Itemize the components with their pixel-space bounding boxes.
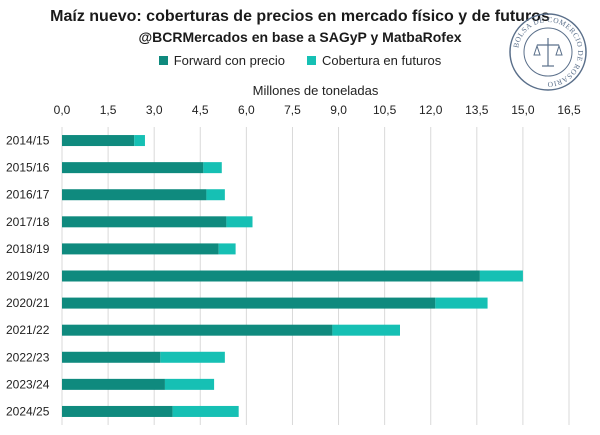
x-tick-label: 0,0 bbox=[54, 103, 71, 117]
bar-futuros bbox=[134, 135, 145, 147]
x-tick-label: 1,5 bbox=[100, 103, 117, 117]
bar-futuros bbox=[226, 216, 253, 228]
x-tick-label: 13,5 bbox=[465, 103, 489, 117]
bar-forward bbox=[62, 216, 227, 228]
bar-forward bbox=[62, 324, 333, 336]
bar-futuros bbox=[218, 243, 236, 255]
category-label: 2016/17 bbox=[6, 188, 50, 202]
chart-subtitle: @BCRMercados en base a SAGyP y MatbaRofe… bbox=[138, 29, 462, 45]
x-tick-label: 12,0 bbox=[419, 103, 443, 117]
legend-swatch-forward bbox=[158, 56, 168, 65]
category-label: 2024/25 bbox=[6, 404, 50, 418]
bar-forward bbox=[62, 351, 161, 363]
x-tick-label: 9,0 bbox=[330, 103, 347, 117]
bar-futuros bbox=[479, 270, 523, 282]
bar-forward bbox=[62, 405, 173, 417]
bar-forward bbox=[62, 243, 219, 255]
x-tick-labels: 0,0 1,5 3,0 4,5 6,0 7,5 9,0 10,5 12,0 13,5 15,0 16,… bbox=[54, 103, 581, 117]
bar-forward bbox=[62, 270, 480, 282]
bar-futuros bbox=[160, 351, 225, 363]
x-tick-label: 10,5 bbox=[373, 103, 397, 117]
category-label: 2017/18 bbox=[6, 215, 50, 229]
bar-futuros bbox=[172, 405, 239, 417]
category-label: 2023/24 bbox=[6, 377, 50, 391]
x-axis-title: Millones de toneladas bbox=[253, 83, 379, 98]
category-label: 2020/21 bbox=[6, 296, 50, 310]
x-tick-label: 16,5 bbox=[557, 103, 581, 117]
category-label: 2019/20 bbox=[6, 269, 50, 283]
x-tick-label: 7,5 bbox=[284, 103, 301, 117]
legend-label-futuros: Cobertura en futuros bbox=[322, 53, 442, 68]
bar-forward bbox=[62, 135, 135, 147]
bar-forward bbox=[62, 162, 204, 174]
category-labels: 2014/15 2015/16 2016/17 2017/18 2018/19 2019/… bbox=[6, 134, 50, 419]
x-tick-label: 15,0 bbox=[511, 103, 535, 117]
category-label: 2015/16 bbox=[6, 161, 50, 175]
bcr-seal-logo: BOLSA DE COMERCIO DE ROSARIO bbox=[509, 13, 587, 91]
bar-forward bbox=[62, 189, 207, 201]
x-tick-label: 4,5 bbox=[192, 103, 209, 117]
legend-label-forward: Forward con precio bbox=[173, 53, 286, 68]
x-tick-label: 3,0 bbox=[146, 103, 163, 117]
bar-forward bbox=[62, 297, 436, 309]
bar-forward bbox=[62, 378, 165, 390]
category-label: 2022/23 bbox=[6, 350, 50, 364]
legend-item-forward: Forward con precio bbox=[158, 53, 286, 68]
bar-futuros bbox=[332, 324, 400, 336]
legend: Forward con precio Cobertura en futuros bbox=[0, 53, 600, 68]
bar-futuros bbox=[203, 162, 222, 174]
category-label: 2021/22 bbox=[6, 323, 50, 337]
bar-futuros bbox=[435, 297, 488, 309]
category-label: 2018/19 bbox=[6, 242, 50, 256]
bar-futuros bbox=[164, 378, 215, 390]
chart-title: Maíz nuevo: coberturas de precios en mer… bbox=[50, 8, 550, 25]
legend-item-futuros: Cobertura en futuros bbox=[307, 53, 441, 68]
bar-futuros bbox=[206, 189, 225, 201]
legend-swatch-futuros bbox=[307, 56, 317, 65]
x-tick-label: 6,0 bbox=[238, 103, 255, 117]
category-label: 2014/15 bbox=[6, 134, 50, 148]
bars bbox=[62, 135, 523, 417]
